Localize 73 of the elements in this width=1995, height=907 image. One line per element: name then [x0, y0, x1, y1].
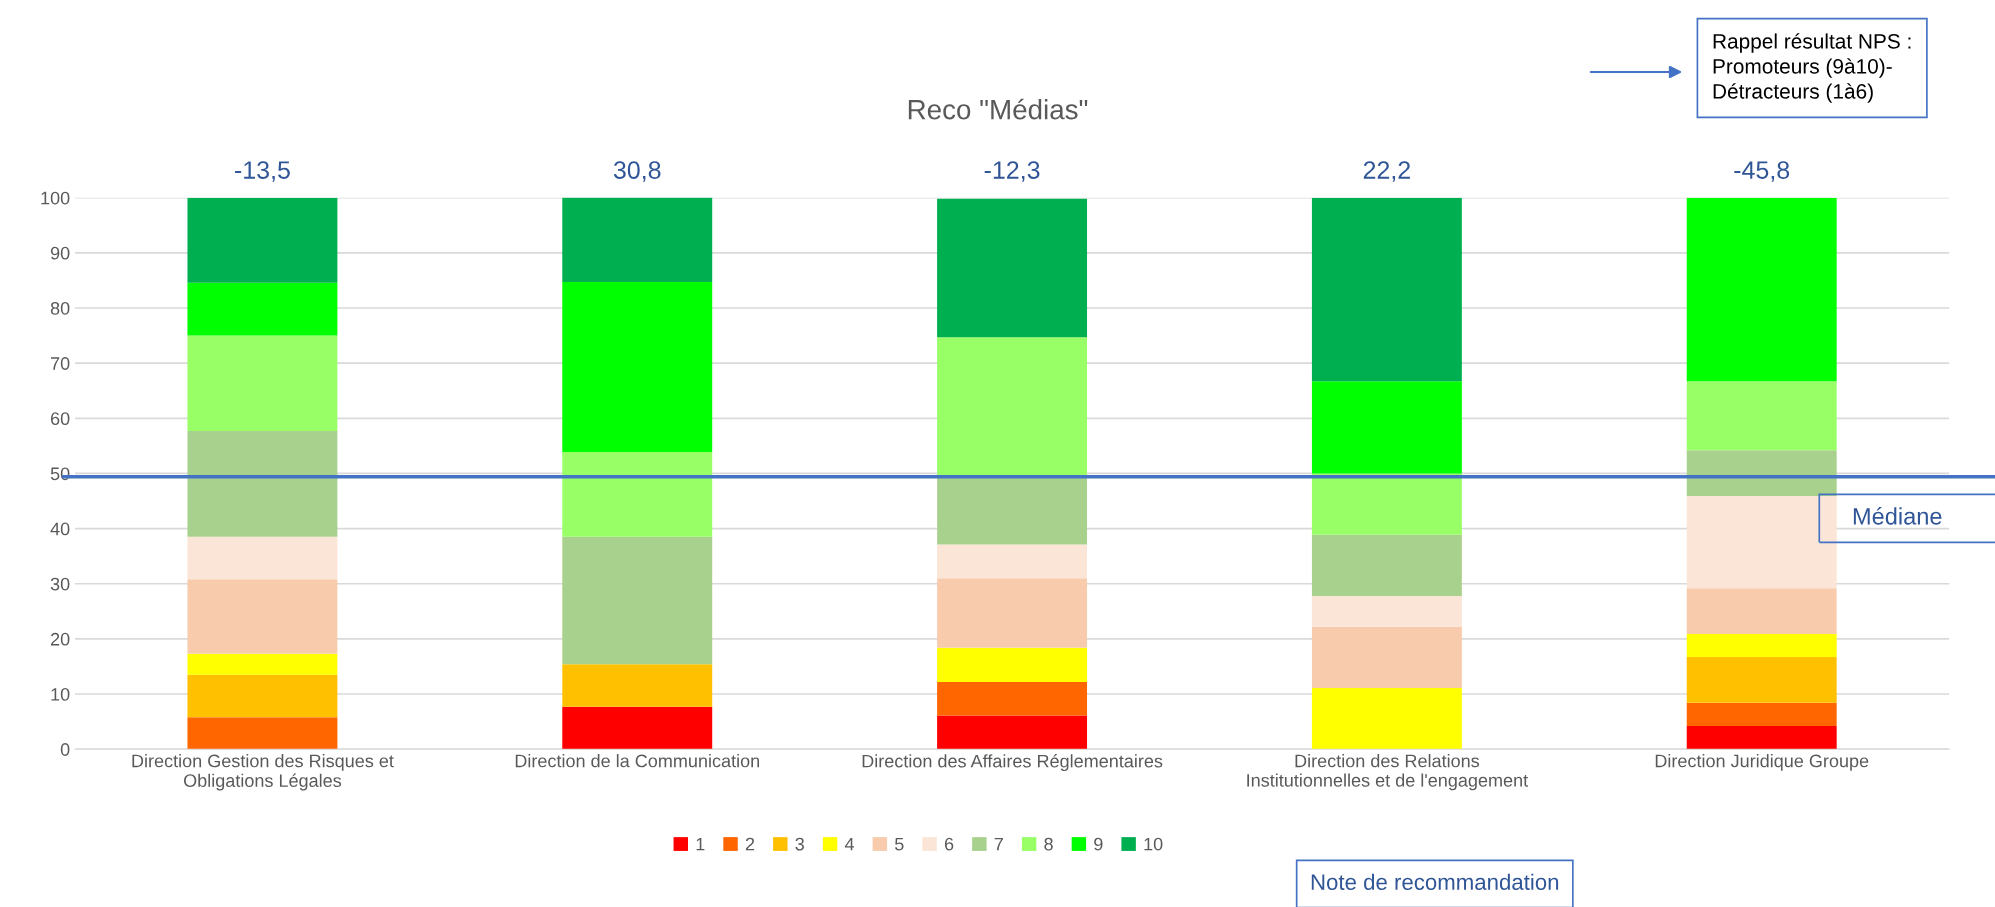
y-tick-label: 0 — [60, 743, 70, 756]
annotation: 30,8 — [613, 161, 661, 182]
bar — [1686, 657, 1837, 703]
bar — [1686, 588, 1837, 634]
bar — [1311, 473, 1462, 535]
y-tick-label: 60 — [50, 412, 70, 426]
x-tick-label: Direction Juridique Groupe — [1655, 754, 1869, 771]
annotation: 22,2 — [1363, 161, 1410, 182]
legend-label: 6 — [944, 837, 954, 851]
bar — [187, 674, 338, 718]
ref-line-label: Médiane — [1853, 507, 1942, 525]
legend-label: 5 — [894, 837, 904, 851]
annotation: -12,3 — [984, 161, 1040, 182]
bar — [1686, 381, 1837, 451]
bar — [1686, 197, 1837, 382]
y-tick-label: 70 — [51, 357, 70, 370]
chart-title: Reco "Médias" — [908, 98, 1088, 120]
bar — [187, 717, 338, 750]
bar — [187, 579, 338, 654]
bar — [562, 197, 713, 283]
bar — [937, 715, 1088, 750]
bar — [1686, 496, 1837, 589]
legend-label: 10 — [1144, 837, 1163, 851]
x-tick-label: Direction des Affaires Réglementaires — [862, 754, 1163, 772]
bar — [1686, 726, 1837, 750]
annotation: -13,5 — [235, 161, 290, 182]
bar — [1311, 197, 1462, 382]
bar — [187, 335, 338, 431]
bar — [187, 282, 338, 336]
legend-label: 4 — [844, 837, 855, 851]
x-tick-label: Direction Gestion des Risques et Obligations Légales — [132, 754, 394, 791]
text: Note de recommandation — [1311, 873, 1559, 890]
bar — [562, 282, 713, 452]
bar — [937, 198, 1088, 338]
bar — [937, 475, 1088, 545]
y-tick-label: 100 — [41, 191, 70, 205]
y-tick-label: 10 — [51, 687, 70, 701]
bar — [187, 430, 338, 537]
bar — [187, 653, 338, 675]
y-tick-label: 30 — [50, 577, 70, 591]
bar — [562, 706, 713, 750]
bar — [1686, 450, 1837, 497]
y-tick-label: 80 — [50, 301, 70, 315]
legend-label: 7 — [994, 837, 1003, 851]
bar — [937, 337, 1088, 476]
text: Rappel résultat NPS : Promoteurs (9à10)- Détracteurs (1à6) — [1713, 33, 1911, 103]
y-tick-label: 90 — [50, 246, 70, 260]
bar — [937, 578, 1088, 648]
y-tick-label: 40 — [50, 522, 70, 536]
bar — [937, 544, 1088, 579]
x-tick-label: Direction de la Communication — [515, 754, 760, 768]
legend-label: 1 — [696, 837, 705, 851]
bar — [1686, 633, 1837, 658]
bar — [1311, 687, 1462, 750]
bar — [1311, 626, 1462, 688]
legend-label: 9 — [1094, 837, 1103, 851]
bar — [1686, 702, 1837, 727]
legend-label: 3 — [795, 837, 804, 851]
x-tick-label: Direction des Relations Institutionnelles et de l'engagement — [1247, 754, 1529, 791]
y-tick-label: 20 — [50, 632, 70, 646]
bar — [187, 536, 338, 580]
bar — [937, 681, 1088, 716]
bar — [937, 647, 1088, 682]
bar — [1311, 534, 1462, 596]
legend-label: 2 — [745, 837, 755, 851]
bar — [562, 451, 713, 537]
annotation: -45,8 — [1734, 161, 1790, 182]
bar — [1311, 381, 1462, 474]
bar — [1311, 595, 1462, 627]
bar — [562, 664, 713, 707]
legend-label: 8 — [1044, 837, 1053, 851]
bar — [187, 197, 338, 283]
bar — [562, 536, 713, 665]
